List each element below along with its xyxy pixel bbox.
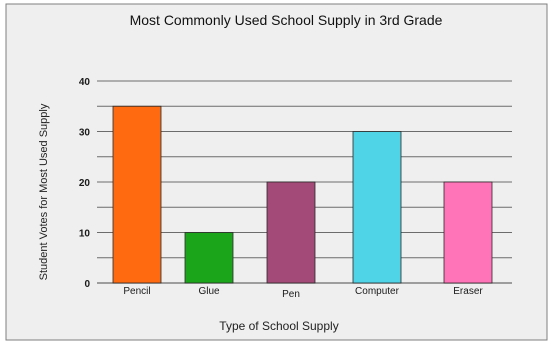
x-axis-label: Type of School Supply — [219, 319, 338, 333]
x-tick-label: Glue — [198, 286, 220, 297]
y-tick-label: 20 — [79, 178, 91, 189]
bar-computer — [352, 131, 402, 284]
chart-background — [5, 3, 548, 341]
bar-pen — [266, 181, 316, 284]
x-tick-label: Pencil — [123, 286, 150, 297]
bar-pencil — [112, 105, 162, 284]
y-tick-label: 10 — [79, 229, 91, 240]
chart-title: Most Commonly Used School Supply in 3rd … — [130, 12, 443, 28]
x-axis-ticks: Pencil Glue Pen Computer Eraser — [123, 286, 483, 300]
y-axis-label: Student Votes for Most Used Supply — [38, 103, 50, 280]
gridlines — [97, 80, 512, 284]
bar-eraser — [443, 181, 493, 284]
x-tick-label: Computer — [355, 286, 400, 297]
bars — [112, 105, 493, 284]
y-tick-label: 40 — [79, 77, 91, 88]
bar-glue — [184, 232, 234, 284]
x-tick-label: Eraser — [453, 286, 483, 297]
y-tick-label: 30 — [79, 128, 91, 139]
x-tick-label: Pen — [282, 289, 300, 300]
y-tick-label: 0 — [84, 279, 90, 290]
y-axis-ticks: 0 10 20 30 40 — [79, 77, 91, 290]
